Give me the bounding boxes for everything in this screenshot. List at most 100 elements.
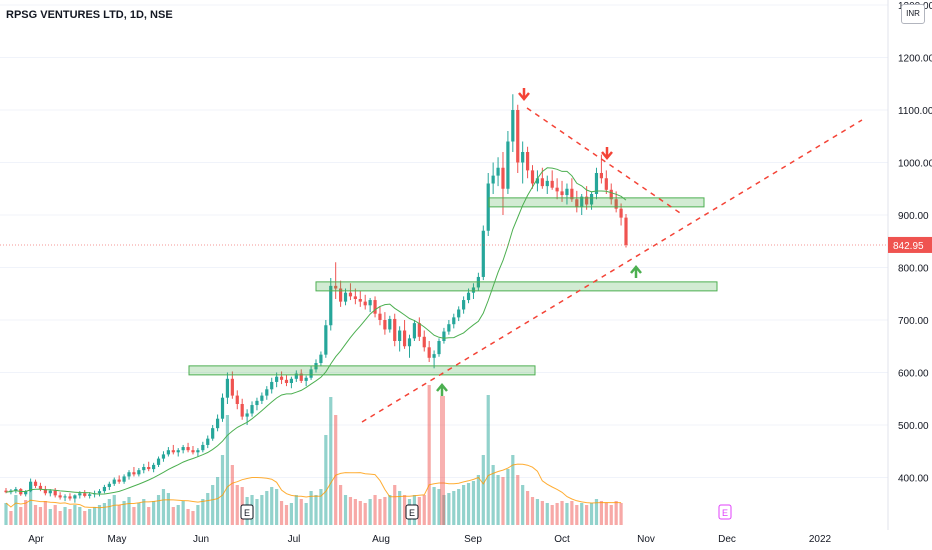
candle: [284, 374, 289, 387]
candle: [447, 320, 451, 335]
candle: [73, 494, 77, 503]
highlight-volume-bar: [440, 396, 445, 525]
candle: [324, 320, 328, 358]
volume-bar: [535, 499, 540, 525]
x-tick-label: Jul: [288, 534, 301, 545]
volume-bar: [402, 495, 407, 525]
candle-body: [417, 323, 421, 337]
candle-body: [368, 300, 372, 306]
candle: [137, 468, 141, 477]
candle-body: [604, 178, 608, 190]
candle-body: [437, 341, 441, 355]
volume-bar: [68, 509, 72, 525]
volume-bar: [462, 485, 466, 525]
volume-bar: [122, 501, 126, 525]
volume-bar: [368, 499, 372, 525]
candle: [407, 334, 412, 358]
candle: [102, 484, 107, 494]
arrow-head: [630, 265, 642, 274]
candle-body: [88, 494, 92, 496]
candle: [373, 296, 377, 318]
support-zone: [188, 365, 536, 376]
candle-body: [230, 378, 234, 396]
currency-badge[interactable]: INR: [901, 4, 925, 24]
candle: [442, 327, 446, 344]
candle: [412, 320, 417, 341]
candle: [614, 191, 618, 213]
candle-body: [570, 188, 574, 200]
candle: [594, 167, 599, 200]
volume-bar: [181, 501, 185, 525]
candle: [309, 366, 313, 380]
candle: [38, 482, 43, 492]
chart-title: RPSG VENTURES LTD, 1D, NSE: [6, 9, 173, 21]
volume-bar: [270, 487, 274, 525]
candle-body: [211, 428, 215, 439]
earnings-marker: E: [240, 504, 254, 520]
volume-bar: [260, 495, 264, 525]
volume-bar: [466, 483, 471, 525]
volume-bar: [452, 491, 456, 525]
candle: [250, 401, 254, 417]
earnings-label: E: [409, 508, 415, 518]
volume-bar: [437, 489, 441, 525]
candle: [417, 317, 421, 341]
candle: [457, 306, 461, 322]
candle: [329, 278, 333, 331]
volume-bar: [38, 507, 43, 525]
volume-bar: [388, 495, 392, 525]
candle-body: [152, 464, 156, 470]
support-zone: [315, 281, 718, 292]
candle: [117, 475, 121, 484]
candle: [304, 375, 308, 387]
candle-body: [225, 378, 230, 398]
candle: [43, 485, 47, 496]
volume-bar: [309, 491, 313, 525]
candle: [63, 494, 67, 502]
ema-line: [5, 167, 627, 495]
candle-body: [176, 450, 180, 453]
volume-bar: [496, 475, 500, 525]
volume-bar: [585, 505, 589, 525]
candle-body: [255, 400, 259, 406]
candle: [358, 291, 362, 307]
volume-bar: [353, 499, 357, 525]
candle-body: [83, 493, 87, 496]
candle-body: [373, 300, 377, 314]
volume-bar: [211, 485, 215, 525]
candle-body: [58, 495, 62, 498]
candle: [240, 398, 244, 420]
candle: [112, 477, 116, 486]
volume-bar: [171, 507, 175, 525]
volume-bar: [137, 503, 141, 525]
candle-body: [166, 450, 170, 455]
candle-body: [191, 450, 195, 453]
candle: [402, 320, 407, 349]
volume-bar: [501, 477, 505, 525]
candle-body: [53, 490, 57, 496]
y-tick-label: 700.00: [898, 316, 929, 327]
volume-bar: [555, 503, 559, 525]
candle: [186, 442, 190, 453]
candle-body: [215, 418, 220, 429]
candle: [215, 414, 220, 432]
candle: [521, 141, 525, 184]
candle-body: [555, 187, 559, 192]
volume-bar: [594, 499, 599, 525]
candle: [289, 376, 293, 389]
candle: [225, 372, 230, 404]
volume-bar: [609, 505, 613, 525]
volume-bar: [289, 503, 293, 525]
volume-bar: [294, 495, 298, 525]
candle-body: [525, 152, 530, 171]
candle-body: [624, 217, 628, 245]
candle: [398, 326, 402, 352]
volume-bar: [112, 495, 116, 525]
candle-body: [117, 479, 121, 482]
candle: [437, 338, 441, 357]
candle-body: [235, 395, 239, 404]
candle-body: [294, 373, 298, 379]
x-tick-label: Aug: [372, 534, 390, 545]
